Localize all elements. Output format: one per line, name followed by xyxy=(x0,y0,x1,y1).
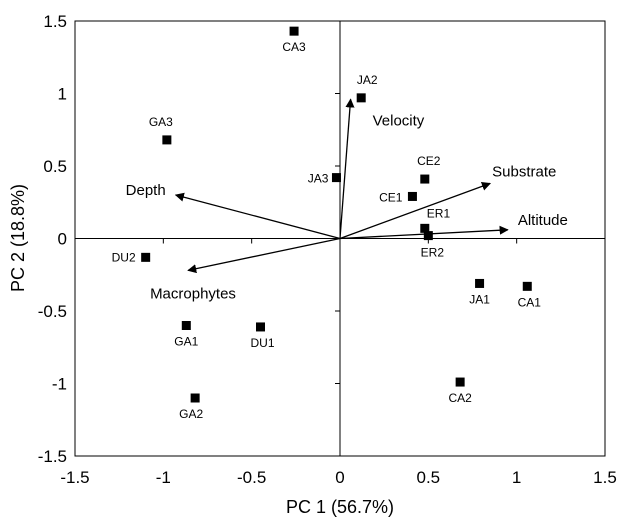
site-label: CE1 xyxy=(379,190,403,204)
x-tick-label: -1 xyxy=(156,468,171,487)
x-axis-ticks: -1.5 -1 -0.5 0 0.5 1 1.5 xyxy=(60,238,617,487)
site-label: ER1 xyxy=(427,206,451,220)
loading-vectors: Velocity Substrate Altitude Depth Macrophyte… xyxy=(126,98,568,302)
site-marker xyxy=(141,252,151,262)
y-axis-title: PC 2 (18.8%) xyxy=(8,184,28,292)
site-marker xyxy=(475,278,485,288)
site-label: CE2 xyxy=(417,154,441,168)
site-label: GA3 xyxy=(149,115,173,129)
site-marker xyxy=(190,393,200,403)
y-tick-label: -0.5 xyxy=(38,302,67,321)
site-label: DU1 xyxy=(250,336,274,350)
y-tick-label: 1 xyxy=(58,85,67,104)
loading-label: Depth xyxy=(126,182,166,199)
site-label: ER2 xyxy=(421,246,445,260)
site-label: JA1 xyxy=(469,292,490,306)
site-label: JA3 xyxy=(308,172,329,186)
x-tick-label: 1.5 xyxy=(593,468,617,487)
site-marker xyxy=(356,93,366,103)
site-label: JA2 xyxy=(357,73,378,87)
site-label: GA2 xyxy=(179,407,203,421)
loading-label: Substrate xyxy=(492,163,556,180)
site-marker xyxy=(420,223,430,233)
loading-label: Velocity xyxy=(373,112,425,129)
site-label: CA2 xyxy=(448,391,472,405)
site-points: CA3 JA2 GA3 JA3 CE2 CE1 ER1 ER2 DU2 JA1 CA1 GA1 DU1 C… xyxy=(112,26,542,421)
site-label: CA3 xyxy=(282,40,306,54)
site-marker xyxy=(289,26,299,36)
y-tick-label: -1 xyxy=(52,375,67,394)
x-tick-label: 1 xyxy=(512,468,521,487)
site-marker xyxy=(162,135,172,145)
loading-label: Macrophytes xyxy=(150,285,236,302)
site-marker xyxy=(407,191,417,201)
loading-label: Altitude xyxy=(518,212,568,229)
site-marker xyxy=(181,321,191,330)
loading-arrow xyxy=(339,181,492,240)
site-marker xyxy=(455,377,465,387)
x-axis-title: PC 1 (56.7%) xyxy=(286,497,394,517)
site-label: CA1 xyxy=(518,295,542,309)
loading-arrow xyxy=(187,237,341,274)
site-label: GA1 xyxy=(174,335,198,349)
y-tick-label: 0.5 xyxy=(43,157,67,176)
site-marker xyxy=(423,231,433,241)
site-marker xyxy=(522,281,532,291)
loading-arrow xyxy=(339,98,355,239)
y-tick-label: 1.5 xyxy=(43,12,67,31)
y-axis-ticks: -1.5 -1 -0.5 0 0.5 1 1.5 xyxy=(38,12,340,466)
x-tick-label: -0.5 xyxy=(237,468,266,487)
loading-arrow xyxy=(174,192,341,240)
site-label: DU2 xyxy=(112,250,136,264)
site-marker xyxy=(256,322,265,332)
x-tick-label: 0 xyxy=(335,468,344,487)
x-tick-label: 0.5 xyxy=(417,468,441,487)
y-tick-label: 0 xyxy=(58,230,67,249)
x-tick-label: -1.5 xyxy=(60,468,89,487)
site-marker xyxy=(331,173,341,183)
site-marker xyxy=(420,174,430,184)
y-tick-label: -1.5 xyxy=(38,447,67,466)
